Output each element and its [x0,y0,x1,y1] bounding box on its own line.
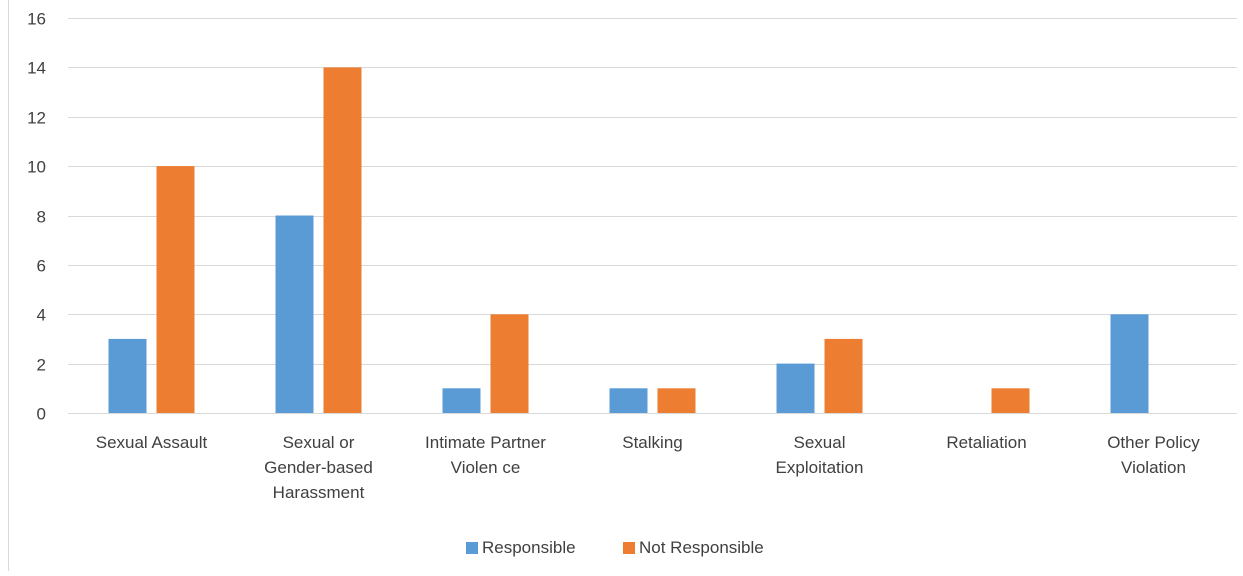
category-labels: Sexual Assault Sexual or Gender-based Haras… [96,433,1201,502]
y-tick-label: 12 [27,109,46,128]
y-axis-ticks: 0 2 4 6 8 10 12 14 16 [27,10,46,424]
bar-responsible [275,215,314,413]
y-tick-label: 2 [37,356,46,375]
legend-label: Responsible [482,538,576,557]
bar-not-responsible [991,388,1030,413]
x-category-label: Other Policy Violation [1107,433,1200,477]
legend-swatch-not-responsible [623,542,635,554]
y-tick-label: 4 [37,306,46,325]
x-category-label: Sexual Assault [96,433,208,452]
x-category-label: Sexual or Gender-based Harassment [264,433,373,502]
bar-responsible [1110,314,1149,414]
bar-not-responsible [824,338,863,413]
bar-responsible [776,363,815,413]
y-tick-label: 6 [37,257,46,276]
bar-not-responsible [490,314,529,414]
y-tick-label: 14 [27,59,46,78]
y-tick-label: 10 [27,158,46,177]
legend: Responsible Not Responsible [466,538,764,557]
bar-responsible [108,338,147,413]
y-tick-label: 0 [37,405,46,424]
bar-responsible [609,388,648,413]
bar-not-responsible [657,388,696,413]
bar-responsible [442,388,481,413]
x-category-label: Intimate Partner Violen ce [425,433,546,477]
bar-not-responsible [156,166,195,413]
x-category-label: Stalking [622,433,682,452]
legend-label: Not Responsible [639,538,764,557]
y-tick-label: 16 [27,10,46,29]
legend-swatch-responsible [466,542,478,554]
bar-not-responsible [323,67,362,414]
bars [108,67,1149,414]
x-category-label: Retaliation [946,433,1026,452]
gridlines [68,18,1237,365]
x-category-label: Sexual Exploitation [776,433,864,477]
y-tick-label: 8 [37,208,46,227]
